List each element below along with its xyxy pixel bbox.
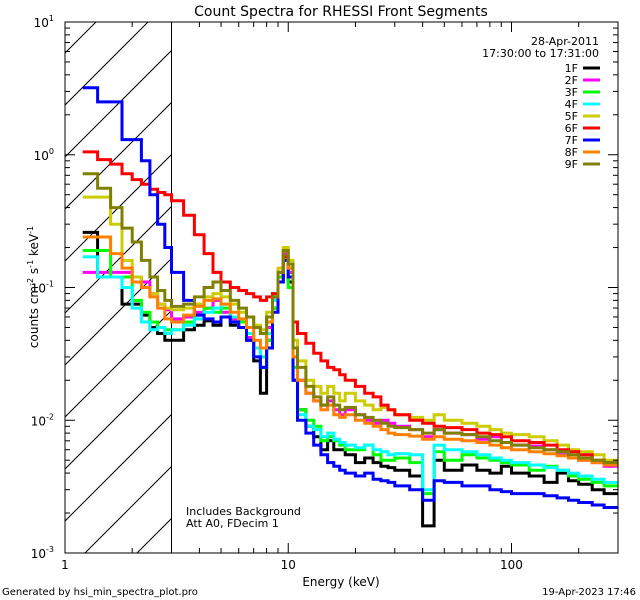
hatch-line [65,101,172,210]
hatch-line [65,49,172,158]
chart-title: Count Spectra for RHESSI Front Segments [194,4,488,20]
series-4F [82,249,618,492]
legend-label-6F: 6F [565,122,578,135]
hatched-region [65,0,640,553]
x-tick-label: 100 [500,558,523,572]
series-3F [82,249,618,496]
hatch-line [345,0,640,553]
legend-label-2F: 2F [565,74,578,87]
y-axis-label: counts cm-2 s-1 keV-1 [26,226,41,348]
series-7F [82,86,618,509]
hatch-line [65,413,172,522]
legend-label-4F: 4F [565,98,578,111]
legend-label-8F: 8F [565,146,578,159]
y-tick-label: 10-3 [31,545,54,561]
x-axis-label: Energy (keV) [302,575,379,589]
hatch-line [605,0,640,553]
hatch-line [65,205,172,314]
series-layer [82,86,618,528]
x-tick-label: 1 [61,558,69,572]
hatch-line [65,153,172,262]
hatch-line [241,0,640,553]
series-1F [82,230,618,528]
footer-timestamp: 19-Apr-2023 17:46 [542,587,636,598]
legend-label-5F: 5F [565,110,578,123]
hatch-lines [65,0,640,553]
series-8F [82,235,618,467]
axis-ticks [64,21,619,554]
note-attenuator: Att A0, FDecim 1 [186,517,279,530]
series-2F [82,252,618,468]
hatch-line [65,361,172,470]
legend-label-7F: 7F [565,134,578,147]
x-tick-labels: 1 10 100 [61,558,523,572]
y-tick-label: 10-1 [31,280,54,296]
note-background: Includes Background [186,505,301,518]
legend-label-9F: 9F [565,158,578,171]
x-tick-label: 10 [281,558,296,572]
date-label: 28-Apr-2011 [531,35,599,48]
series-9F [82,172,618,465]
time-range-label: 17:30:00 to 17:31:00 [482,47,599,60]
legend-label-3F: 3F [565,86,578,99]
series-6F [82,150,618,465]
hatch-line [65,22,149,106]
y-tick-label: 10-2 [31,412,54,428]
y-tick-labels: 10-3 10-2 10-1 100 101 [31,14,54,561]
y-tick-label: 101 [34,14,54,30]
y-tick-label: 100 [34,147,54,163]
legend-label-1F: 1F [565,62,578,75]
footer-generated-by: Generated by hsi_min_spectra_plot.pro [2,587,198,598]
